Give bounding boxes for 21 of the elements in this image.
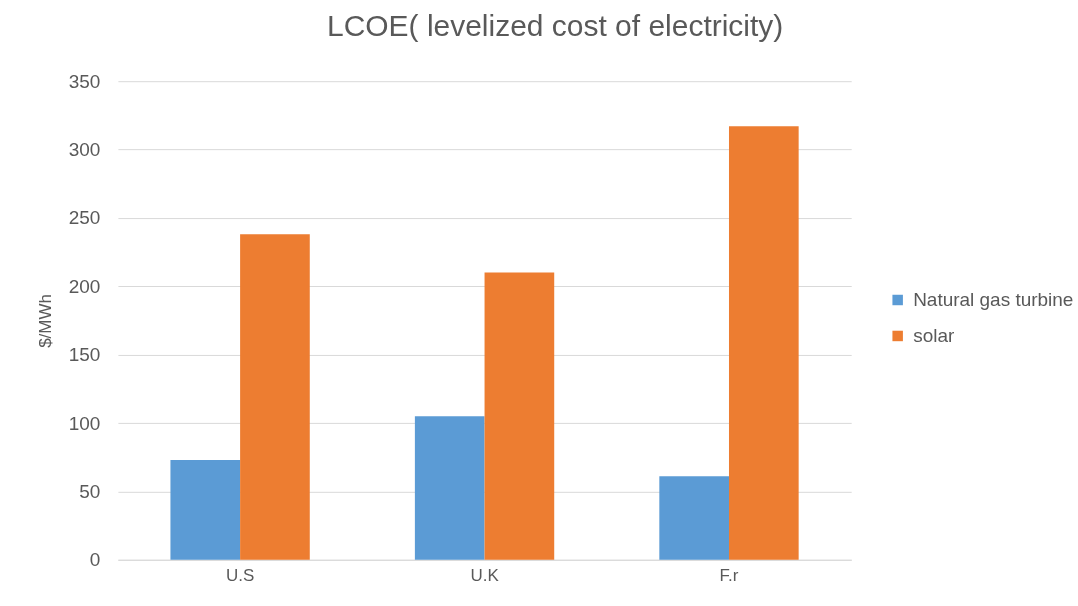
y-tick-label: 0	[89, 549, 101, 571]
bar	[484, 272, 555, 560]
x-tick-label: F.r	[719, 566, 739, 586]
bar	[170, 459, 241, 560]
y-tick-label: 300	[68, 139, 101, 161]
bar	[240, 234, 310, 560]
y-tick-label: 200	[68, 275, 101, 297]
legend-label: solar	[913, 324, 955, 346]
y-tick-label: 50	[79, 480, 101, 502]
chart-title: LCOE( levelized cost of electricity)	[326, 9, 784, 43]
y-tick-label: 250	[68, 207, 101, 229]
legend-label: Natural gas turbine	[913, 288, 1074, 310]
x-tick-label: U.K	[470, 566, 500, 586]
bar	[659, 476, 729, 560]
y-tick-label: 100	[68, 412, 101, 434]
y-tick-label: 350	[68, 70, 101, 92]
bar	[414, 416, 485, 560]
y-axis-title: $/MWh	[35, 294, 55, 348]
y-tick-label: 150	[68, 344, 101, 366]
x-tick-label: U.S	[225, 566, 255, 586]
bar	[728, 126, 799, 560]
